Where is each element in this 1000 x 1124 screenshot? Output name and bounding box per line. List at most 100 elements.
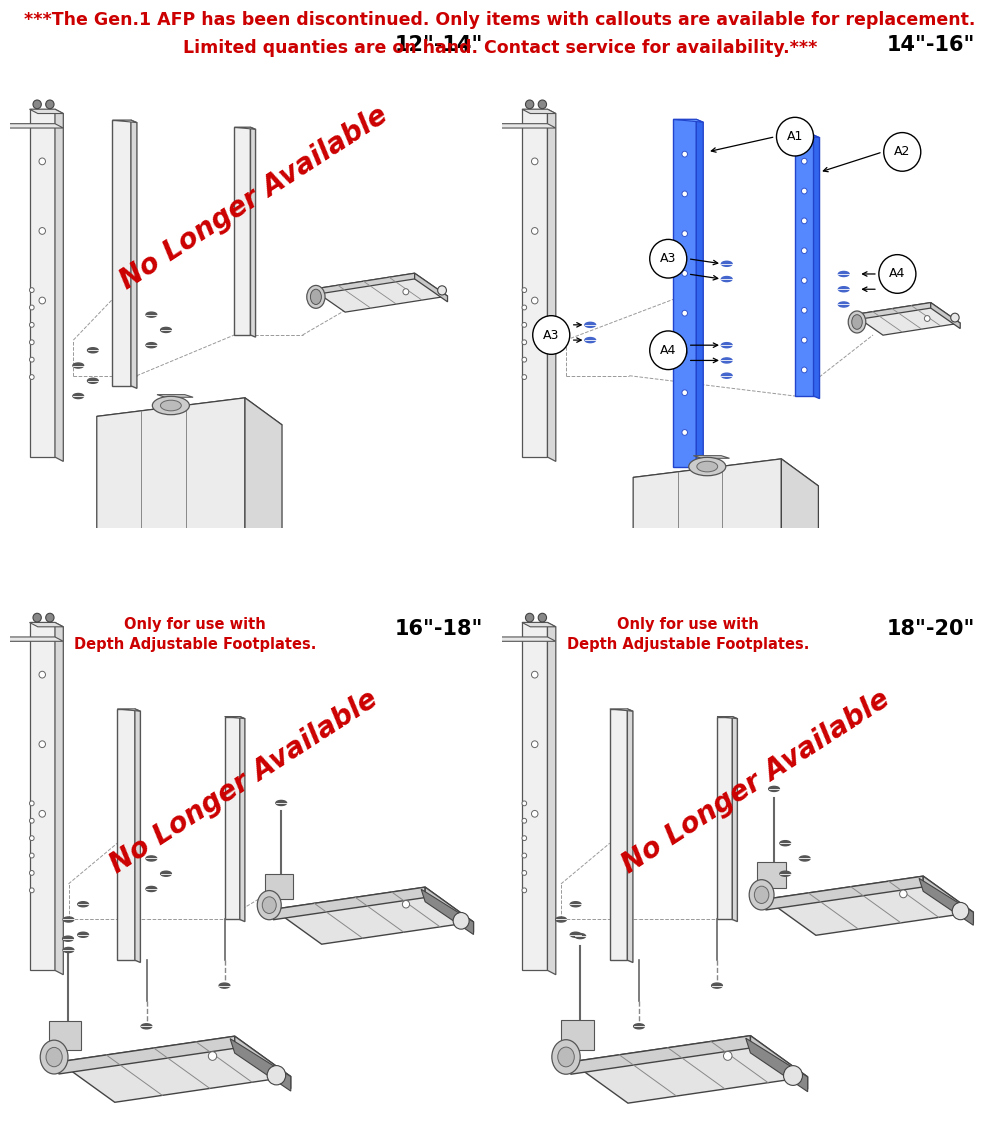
- Ellipse shape: [78, 932, 88, 937]
- Polygon shape: [485, 124, 556, 128]
- Polygon shape: [421, 889, 474, 934]
- Polygon shape: [245, 398, 282, 593]
- Ellipse shape: [721, 343, 732, 347]
- Circle shape: [30, 853, 34, 858]
- Circle shape: [522, 888, 527, 892]
- Circle shape: [39, 297, 45, 303]
- Ellipse shape: [525, 614, 534, 622]
- Text: 12"-14": 12"-14": [394, 35, 483, 55]
- Polygon shape: [234, 127, 250, 335]
- Circle shape: [682, 271, 687, 277]
- Polygon shape: [157, 395, 193, 397]
- Circle shape: [30, 323, 34, 327]
- Polygon shape: [781, 459, 818, 655]
- Circle shape: [30, 888, 34, 892]
- Circle shape: [801, 188, 807, 194]
- Circle shape: [30, 818, 34, 823]
- Ellipse shape: [556, 917, 566, 922]
- Text: ***The Gen.1 AFP has been discontinued. Only items with callouts are available f: ***The Gen.1 AFP has been discontinued. …: [24, 11, 976, 29]
- Ellipse shape: [838, 271, 849, 277]
- Ellipse shape: [570, 932, 581, 937]
- Polygon shape: [0, 124, 63, 128]
- Ellipse shape: [276, 800, 287, 806]
- Circle shape: [30, 870, 34, 876]
- Circle shape: [30, 339, 34, 345]
- Polygon shape: [235, 1036, 291, 1089]
- Circle shape: [522, 357, 527, 362]
- Polygon shape: [919, 878, 973, 925]
- Polygon shape: [55, 109, 63, 462]
- Circle shape: [533, 316, 570, 354]
- Ellipse shape: [262, 897, 276, 914]
- Circle shape: [682, 350, 687, 356]
- Polygon shape: [117, 709, 140, 711]
- Polygon shape: [610, 709, 633, 711]
- Circle shape: [522, 853, 527, 858]
- Circle shape: [801, 368, 807, 373]
- Polygon shape: [112, 120, 137, 123]
- Polygon shape: [571, 1035, 750, 1075]
- Polygon shape: [55, 623, 63, 975]
- Polygon shape: [97, 398, 282, 444]
- Ellipse shape: [852, 315, 862, 329]
- Circle shape: [801, 307, 807, 314]
- Polygon shape: [230, 1039, 291, 1091]
- Ellipse shape: [307, 285, 325, 308]
- Circle shape: [39, 227, 45, 234]
- Polygon shape: [547, 109, 556, 462]
- Polygon shape: [522, 623, 547, 970]
- Circle shape: [682, 429, 687, 435]
- Text: No Longer Available: No Longer Available: [105, 686, 383, 879]
- Ellipse shape: [88, 347, 98, 353]
- Circle shape: [784, 1066, 802, 1086]
- Circle shape: [776, 117, 814, 156]
- Polygon shape: [0, 637, 63, 642]
- Circle shape: [39, 671, 45, 678]
- Ellipse shape: [63, 917, 74, 922]
- Circle shape: [682, 310, 687, 316]
- Polygon shape: [923, 876, 973, 923]
- Ellipse shape: [585, 323, 596, 327]
- Polygon shape: [234, 127, 256, 129]
- Polygon shape: [59, 1036, 235, 1073]
- Ellipse shape: [634, 1024, 644, 1028]
- Circle shape: [801, 218, 807, 224]
- Ellipse shape: [33, 100, 41, 109]
- Circle shape: [30, 305, 34, 310]
- Circle shape: [39, 810, 45, 817]
- Circle shape: [522, 374, 527, 380]
- Circle shape: [208, 1052, 217, 1060]
- Ellipse shape: [769, 787, 779, 791]
- Ellipse shape: [257, 890, 281, 919]
- Ellipse shape: [63, 948, 74, 952]
- Ellipse shape: [63, 936, 73, 941]
- Polygon shape: [485, 637, 556, 642]
- Text: A4: A4: [889, 268, 906, 281]
- Circle shape: [39, 158, 45, 165]
- Ellipse shape: [848, 311, 866, 333]
- Polygon shape: [112, 120, 131, 386]
- Circle shape: [104, 578, 127, 602]
- Circle shape: [640, 640, 663, 663]
- Circle shape: [952, 903, 969, 919]
- Text: A1: A1: [787, 130, 803, 143]
- Ellipse shape: [780, 871, 791, 877]
- Polygon shape: [273, 887, 474, 944]
- Ellipse shape: [585, 337, 596, 343]
- Circle shape: [801, 158, 807, 164]
- Polygon shape: [717, 717, 732, 919]
- Ellipse shape: [146, 887, 157, 891]
- Circle shape: [801, 337, 807, 343]
- Polygon shape: [757, 862, 786, 888]
- Ellipse shape: [46, 614, 54, 622]
- Circle shape: [30, 836, 34, 841]
- Ellipse shape: [689, 457, 726, 475]
- Polygon shape: [673, 119, 696, 468]
- Circle shape: [682, 230, 687, 236]
- Ellipse shape: [552, 1040, 580, 1075]
- Circle shape: [650, 239, 687, 278]
- Circle shape: [30, 357, 34, 362]
- Ellipse shape: [838, 302, 849, 307]
- Polygon shape: [571, 1035, 808, 1103]
- Ellipse shape: [146, 343, 157, 347]
